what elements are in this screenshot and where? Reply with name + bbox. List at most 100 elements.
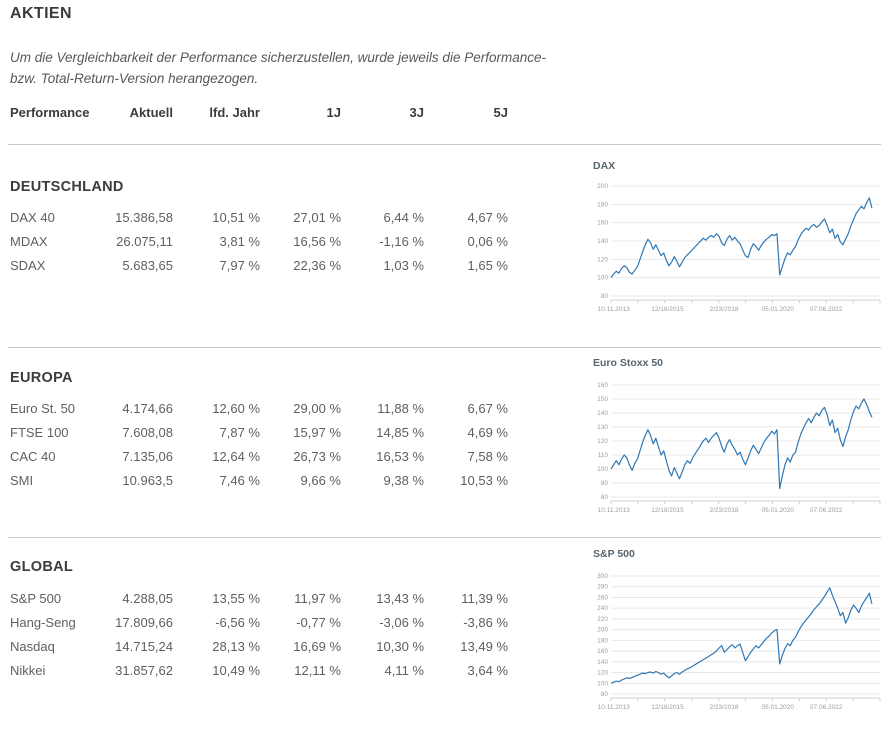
table-row: FTSE 100 7.608,08 7,87 % 15,97 % 14,85 %… [10,421,508,445]
euro-stoxx-chart-plot: 80 90 100 110 120 130 140 150 160 10.11.2013 12/18… [597,382,881,514]
value-aktuell: 4.288,05 [122,591,173,606]
value-1j: 11,97 % [294,591,341,606]
value-5j: 4,67 % [467,210,508,225]
table-row: CAC 40 7.135,06 12,64 % 26,73 % 16,53 % … [10,445,508,469]
table-row: Nasdaq 14.715,24 28,13 % 16,69 % 10,30 %… [10,635,508,659]
euro-stoxx-chart-title: Euro Stoxx 50 [593,357,664,369]
value-aktuell: 14.715,24 [115,639,173,654]
svg-text:2/23/2018: 2/23/2018 [710,507,739,514]
svg-text:120: 120 [597,256,608,263]
disclaimer-line-1: Um die Vergleichbarkeit der Performance … [10,50,546,65]
index-label: SDAX [10,258,46,273]
svg-text:80: 80 [601,691,609,698]
value-aktuell: 15.386,58 [115,210,173,225]
table-row: Euro St. 50 4.174,66 12,60 % 29,00 % 11,… [10,397,508,421]
index-label: CAC 40 [10,449,56,464]
section-title-deutschland: DEUTSCHLAND [10,179,124,195]
value-1j: 26,73 % [293,449,341,464]
value-3j: 4,11 % [384,663,424,678]
svg-text:100: 100 [597,466,608,473]
value-5j: 1,65 % [467,258,508,273]
svg-text:05.01.2020: 05.01.2020 [762,704,795,711]
svg-text:180: 180 [597,637,608,644]
value-3j: 6,44 % [383,210,424,225]
index-label: Nikkei [10,663,46,678]
value-5j: 3,64 % [467,663,508,678]
column-header-lfd-jahr: lfd. Jahr [209,105,260,120]
table-global: S&P 500 4.288,05 13,55 % 11,97 % 13,43 %… [10,587,508,683]
value-1j: 22,36 % [293,258,341,273]
svg-text:200: 200 [597,183,608,190]
value-3j: -3,06 % [379,615,424,630]
svg-text:90: 90 [601,480,609,487]
value-3j: 16,53 % [376,449,424,464]
value-1j: 12,11 % [294,663,341,678]
svg-text:2/23/2018: 2/23/2018 [710,704,739,711]
svg-text:180: 180 [597,201,608,208]
value-5j: 6,67 % [467,401,508,416]
index-label: S&P 500 [10,591,62,606]
value-5j: 4,69 % [467,425,508,440]
svg-text:220: 220 [597,616,608,623]
svg-text:160: 160 [597,382,608,389]
column-header-performance: Performance [10,105,90,120]
index-label: MDAX [10,234,48,249]
value-5j: 13,49 % [460,639,508,654]
index-label: FTSE 100 [10,425,69,440]
disclaimer-text: Um die Vergleichbarkeit der Performance … [10,47,610,89]
value-1j: 16,56 % [293,234,341,249]
dax-chart: DAX 80 100 120 140 160 180 200 10.11.2013 12/18/… [593,160,889,315]
value-1j: 29,00 % [293,401,341,416]
svg-text:80: 80 [601,494,609,501]
value-3j: 1,03 % [383,258,424,273]
value-5j: 11,39 % [461,591,508,606]
value-lfd-jahr: 7,46 % [219,473,260,488]
svg-text:07.06.2022: 07.06.2022 [810,704,843,711]
value-3j: 13,43 % [376,591,424,606]
svg-text:100: 100 [597,680,608,687]
index-label: SMI [10,473,34,488]
svg-text:12/18/2015: 12/18/2015 [651,306,684,313]
svg-text:12/18/2015: 12/18/2015 [651,704,684,711]
value-lfd-jahr: 3,81 % [219,234,260,249]
svg-text:120: 120 [597,438,608,445]
svg-text:160: 160 [597,220,608,227]
value-aktuell: 7.135,06 [122,449,173,464]
value-lfd-jahr: 12,64 % [212,449,260,464]
svg-text:80: 80 [601,293,609,300]
euro-stoxx-chart: Euro Stoxx 50 80 90 100 110 120 130 140 150 160 1… [593,357,889,516]
value-aktuell: 10.963,5 [122,473,173,488]
value-3j: -1,16 % [379,234,424,249]
table-deutschland: DAX 40 15.386,58 10,51 % 27,01 % 6,44 % … [10,206,508,278]
svg-text:07.06.2022: 07.06.2022 [810,507,843,514]
svg-text:300: 300 [597,573,608,580]
column-header-1j: 1J [326,105,341,120]
value-1j: 27,01 % [293,210,341,225]
sp500-chart: S&P 500 80 100 120 140 160 180 200 220 240 260 280… [593,548,889,713]
table-row: Nikkei 31.857,62 10,49 % 12,11 % 4,11 % … [10,659,508,683]
svg-text:07.06.2022: 07.06.2022 [810,306,843,313]
value-1j: 16,69 % [293,639,341,654]
svg-text:05.01.2020: 05.01.2020 [762,507,795,514]
svg-text:200: 200 [597,627,608,634]
value-lfd-jahr: 28,13 % [212,639,260,654]
value-aktuell: 26.075,11 [116,234,173,249]
table-row: Hang-Seng 17.809,66 -6,56 % -0,77 % -3,0… [10,611,508,635]
column-header-5j: 5J [493,105,508,120]
value-lfd-jahr: 13,55 % [212,591,260,606]
value-lfd-jahr: 7,97 % [219,258,260,273]
index-label: Euro St. 50 [10,401,76,416]
value-1j: -0,77 % [296,615,341,630]
svg-text:140: 140 [597,659,608,666]
svg-text:140: 140 [597,410,608,417]
value-aktuell: 5.683,65 [122,258,173,273]
sp500-chart-plot: 80 100 120 140 160 180 200 220 240 260 280 300 10.11… [597,573,881,711]
svg-text:120: 120 [597,670,608,677]
table-europa: Euro St. 50 4.174,66 12,60 % 29,00 % 11,… [10,397,508,493]
section-divider [8,537,881,538]
index-label: Nasdaq [10,639,55,654]
value-lfd-jahr: 7,87 % [219,425,260,440]
section-divider [8,347,881,348]
value-5j: -3,86 % [463,615,508,630]
